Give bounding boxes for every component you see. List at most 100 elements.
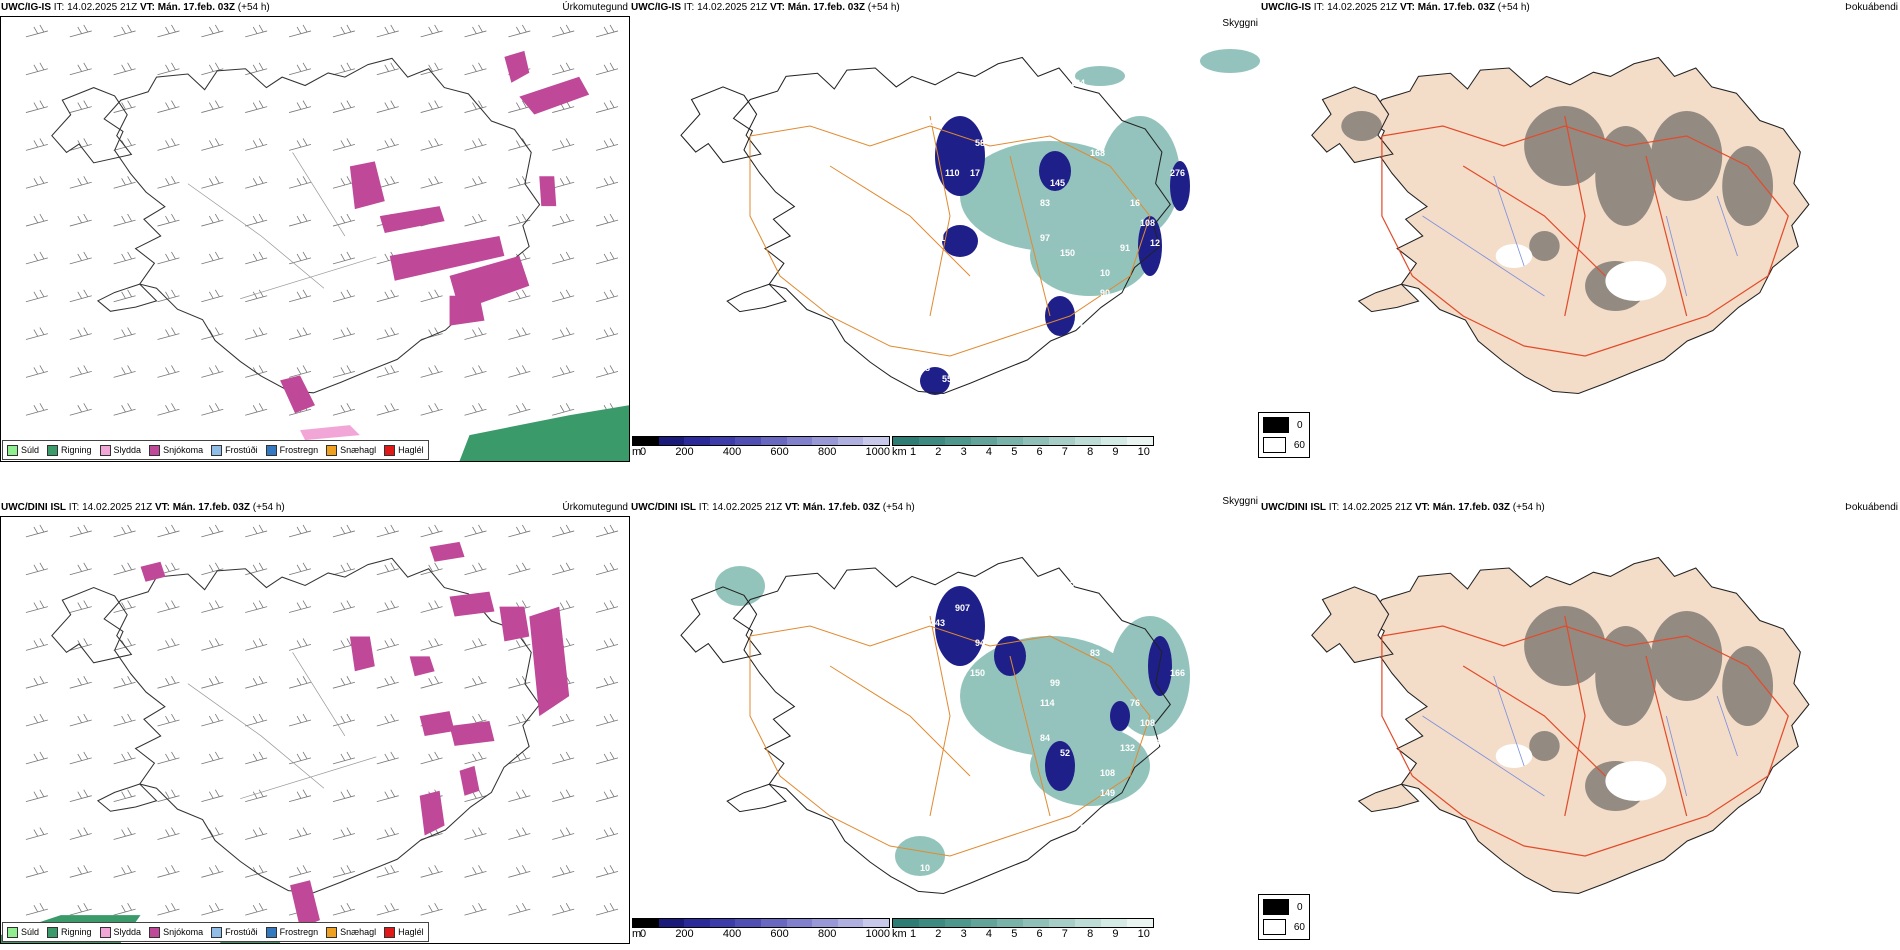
colorbar-tick: 9 [1112, 928, 1119, 940]
wind-barb [113, 751, 136, 765]
colorbar-step [863, 437, 889, 445]
wind-barb [25, 100, 48, 113]
panel-title: Skyggni [1222, 496, 1258, 507]
wind-barb [201, 751, 224, 765]
wind-barb [69, 676, 92, 689]
wind-barb [595, 600, 619, 613]
wind-barb [157, 524, 180, 538]
visibility-label: 453 [1085, 123, 1100, 133]
wind-barb [25, 213, 48, 227]
wind-barb [595, 562, 619, 576]
wind-barb [508, 365, 531, 378]
wind-barb [595, 713, 619, 727]
wind-barb [552, 213, 575, 227]
wind-barb [508, 638, 531, 651]
wind-barb [69, 827, 92, 840]
fog-high-swatch [1263, 417, 1289, 433]
visibility-label: 78 [935, 733, 945, 743]
wind-barb [113, 100, 136, 113]
wind-barb [157, 865, 180, 878]
wind-barb [245, 789, 268, 803]
visibility-label: 206 [1080, 823, 1095, 833]
wind-barb [245, 676, 268, 689]
colorbar-step [658, 919, 685, 927]
wind-barb [157, 713, 180, 727]
wind-barb [288, 524, 312, 538]
colorbar-tick: 6 [1036, 928, 1043, 940]
wind-barb [69, 327, 92, 340]
legend-item: Frostúði [211, 444, 258, 456]
visibility-label: 10 [1100, 268, 1110, 278]
wind-barb [288, 327, 312, 340]
colorbar-step [837, 437, 864, 445]
wind-barb [552, 562, 575, 576]
wind-barb [69, 62, 92, 76]
colorbar-step [1101, 437, 1127, 445]
wind-barb [201, 100, 224, 113]
legend-swatch [326, 926, 338, 938]
legend-item: Snjókoma [149, 444, 203, 456]
wind-barb [157, 638, 180, 651]
colorbar-step [1101, 919, 1127, 927]
wind-barb [508, 827, 531, 840]
wind-barb [332, 562, 355, 576]
wind-barb [420, 902, 443, 916]
wind-barb [245, 213, 268, 227]
rain-areas [459, 405, 629, 461]
colorbar-step [658, 437, 685, 445]
wind-barb [595, 289, 619, 303]
wind-barb [25, 24, 48, 38]
visibility-label: 90 [1100, 288, 1110, 298]
wind-barb [464, 138, 487, 151]
wind-barb [552, 251, 575, 265]
fog-legend: 0 60 [1258, 412, 1310, 458]
visibility-map: 80 92 58 17 110 145 83 97 81 150 17 10 90 50 55 18 124 45… [630, 16, 1260, 426]
wind-barb [376, 865, 399, 878]
wind-barb [157, 213, 180, 227]
wind-barb [113, 789, 136, 803]
colorbar-m-unit: m [632, 928, 642, 940]
visibility-label: 124 [1070, 78, 1085, 88]
wind-barb [69, 176, 92, 189]
wind-barb [288, 827, 312, 840]
wind-barb [113, 213, 136, 227]
visibility-label: 276 [1170, 168, 1185, 178]
colorbar-tick: 400 [722, 928, 742, 940]
wind-barb [508, 24, 531, 38]
wind-barb [157, 676, 180, 689]
legend-label: Frostregn [279, 927, 319, 937]
wind-barb [288, 865, 312, 878]
wind-barb [25, 562, 48, 576]
colorbar-tick: 9 [1112, 446, 1119, 458]
wind-barb [552, 827, 575, 840]
wind-barb [595, 827, 619, 840]
colorbar-step [997, 437, 1023, 445]
wind-barb [464, 827, 487, 840]
wind-barb [113, 865, 136, 878]
fog-legend: 0 60 [1258, 894, 1310, 940]
wind-barb [25, 713, 48, 727]
wind-barb [69, 789, 92, 803]
wind-barb [552, 403, 575, 416]
precip-legend: Súld Rigning Slydda Snjókoma Frostúði Frostre… [2, 922, 429, 942]
wind-barb [245, 327, 268, 340]
wind-barb [376, 100, 399, 113]
wind-barb [376, 289, 399, 303]
wind-barb [376, 713, 399, 727]
panel-header: UWC/IG-IS IT: 14.02.2025 21Z VT: Mán. 17… [1261, 2, 1530, 13]
wind-barb [157, 403, 180, 416]
wind-barb [288, 213, 312, 227]
wind-barb [508, 789, 531, 803]
legend-swatch [384, 444, 396, 456]
colorbar-km-unit: km [892, 928, 907, 940]
visibility-label: 108 [1140, 718, 1155, 728]
legend-label: Rigning [61, 445, 92, 455]
wind-barb [201, 902, 224, 916]
wind-barb [332, 365, 355, 378]
legend-swatch [149, 926, 161, 938]
wind-barb [113, 524, 136, 538]
wind-barb [25, 138, 48, 151]
wind-barb [332, 100, 355, 113]
wind-barb [25, 62, 48, 76]
legend-item: Snæhagl [326, 444, 376, 456]
